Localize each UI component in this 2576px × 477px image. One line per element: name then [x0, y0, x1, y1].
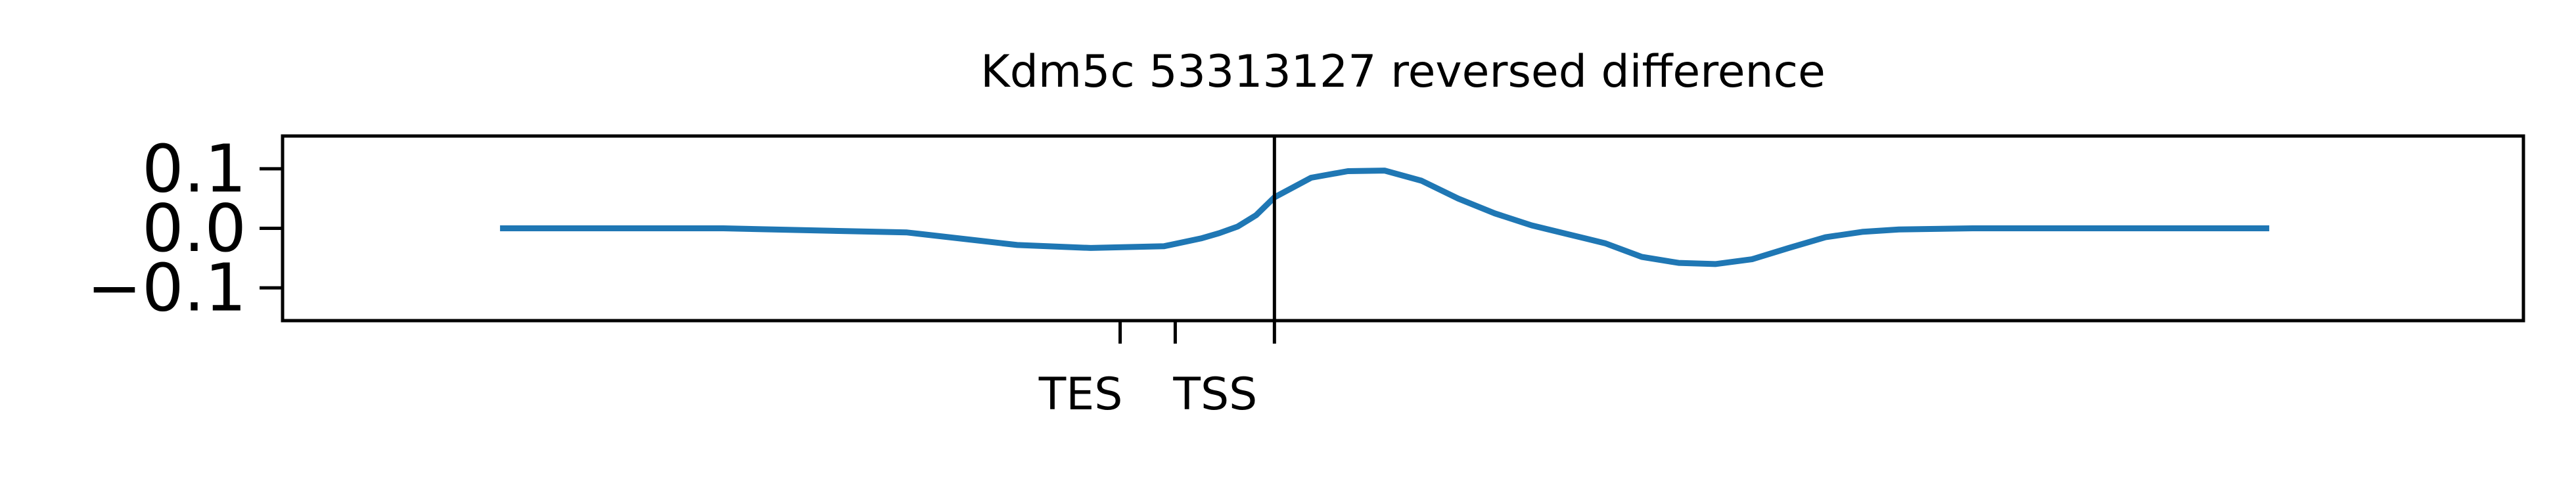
plot-area: 0.10.0−0.1 TES TSS [87, 130, 2525, 420]
series-line-0 [499, 168, 2270, 267]
y-tick-label-2: −0.1 [87, 250, 246, 327]
y-tick-label-1: 0.0 [142, 190, 246, 267]
x-tick-label-2: TSS [1172, 369, 1257, 420]
chart-title: Kdm5c 53313127 reversed difference [980, 46, 1826, 98]
y-tick-label-0: 0.1 [142, 130, 246, 207]
x-tick-label-0: TES [1038, 369, 1123, 420]
